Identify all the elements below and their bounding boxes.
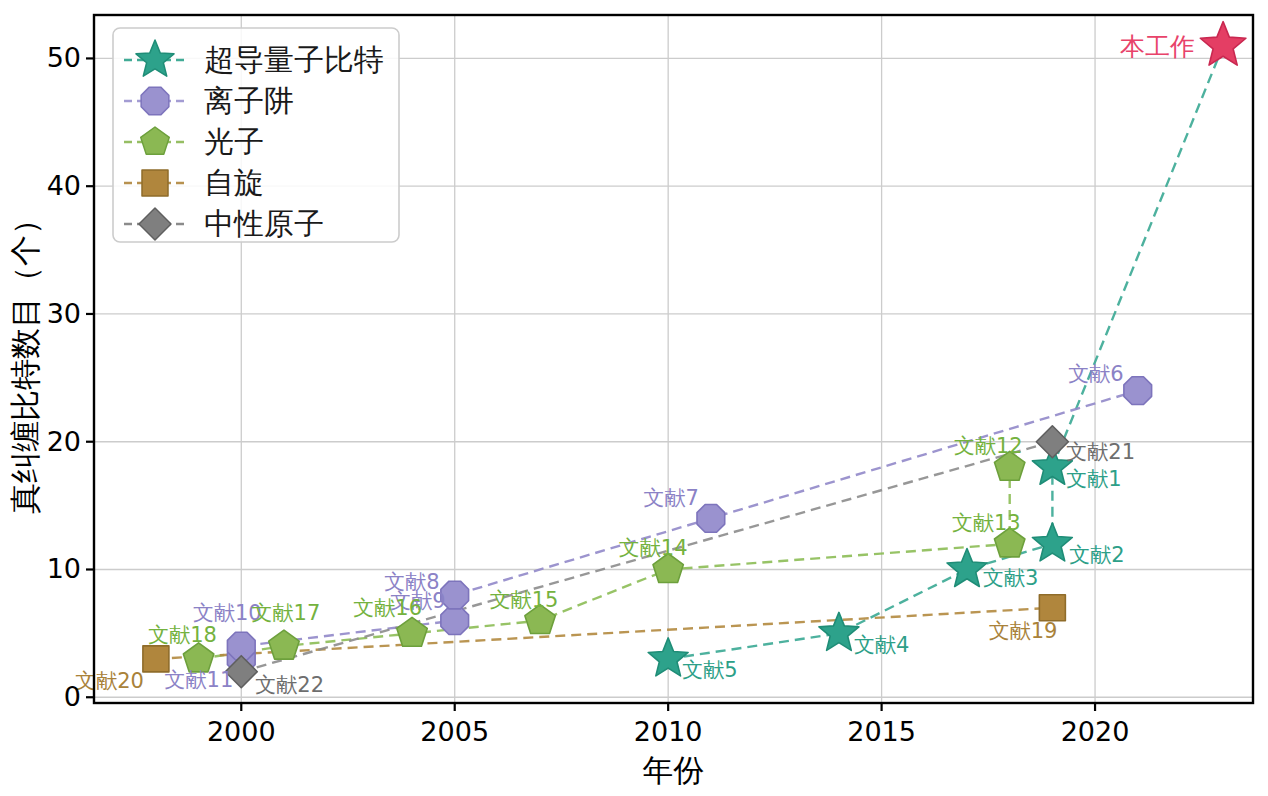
point-label: 文献11 xyxy=(165,668,234,692)
legend-label: 光子 xyxy=(204,124,264,159)
chart-svg: 文献5文献4文献3文献2文献1本工作文献11文献10文献9文献8文献7文献6文献… xyxy=(0,0,1268,796)
y-axis-label: 真纠缠比特数目（个） xyxy=(7,204,43,514)
legend-label: 中性原子 xyxy=(204,206,324,241)
point-label: 文献19 xyxy=(989,619,1058,643)
point-label: 文献15 xyxy=(490,588,559,612)
point-label: 文献12 xyxy=(954,434,1023,458)
y-tick-label: 20 xyxy=(47,426,81,457)
x-tick-label: 2015 xyxy=(847,716,916,747)
y-tick-label: 30 xyxy=(47,298,81,329)
point-label: 文献16 xyxy=(353,596,422,620)
y-tick-label: 0 xyxy=(64,681,81,712)
point-label: 文献2 xyxy=(1069,543,1124,567)
legend-label: 自旋 xyxy=(204,165,264,200)
y-tick-label: 40 xyxy=(47,170,81,201)
point-label: 文献13 xyxy=(952,511,1021,535)
square-marker xyxy=(1039,595,1065,621)
legend-label: 离子阱 xyxy=(204,83,294,118)
entangled-qubits-chart: 文献5文献4文献3文献2文献1本工作文献11文献10文献9文献8文献7文献6文献… xyxy=(0,0,1268,796)
y-tick-label: 50 xyxy=(47,42,81,73)
point-label: 文献22 xyxy=(255,673,324,697)
x-tick-label: 2020 xyxy=(1061,716,1130,747)
point-label: 文献7 xyxy=(643,486,698,510)
point-label: 文献21 xyxy=(1066,440,1135,464)
legend-octagon-icon xyxy=(141,87,169,115)
legend-label: 超导量子比特 xyxy=(204,42,384,77)
point-label: 文献3 xyxy=(983,566,1038,590)
point-label: 文献20 xyxy=(75,669,144,693)
x-tick-label: 2005 xyxy=(420,716,489,747)
octagon-marker xyxy=(1124,377,1152,405)
point-label: 文献4 xyxy=(854,633,909,657)
x-tick-label: 2000 xyxy=(207,716,276,747)
point-label: 文献14 xyxy=(619,536,688,560)
y-tick-label: 10 xyxy=(47,553,81,584)
point-label: 文献18 xyxy=(148,623,217,647)
x-axis-label: 年份 xyxy=(643,752,705,788)
point-label: 文献17 xyxy=(252,601,321,625)
legend-square-icon xyxy=(142,170,168,196)
x-tick-label: 2010 xyxy=(634,716,703,747)
octagon-marker xyxy=(697,505,725,533)
point-label: 文献5 xyxy=(682,658,737,682)
point-label: 文献6 xyxy=(1068,362,1123,386)
point-label: 本工作 xyxy=(1120,32,1195,61)
point-label: 文献8 xyxy=(384,570,439,594)
point-label: 文献1 xyxy=(1066,467,1121,491)
